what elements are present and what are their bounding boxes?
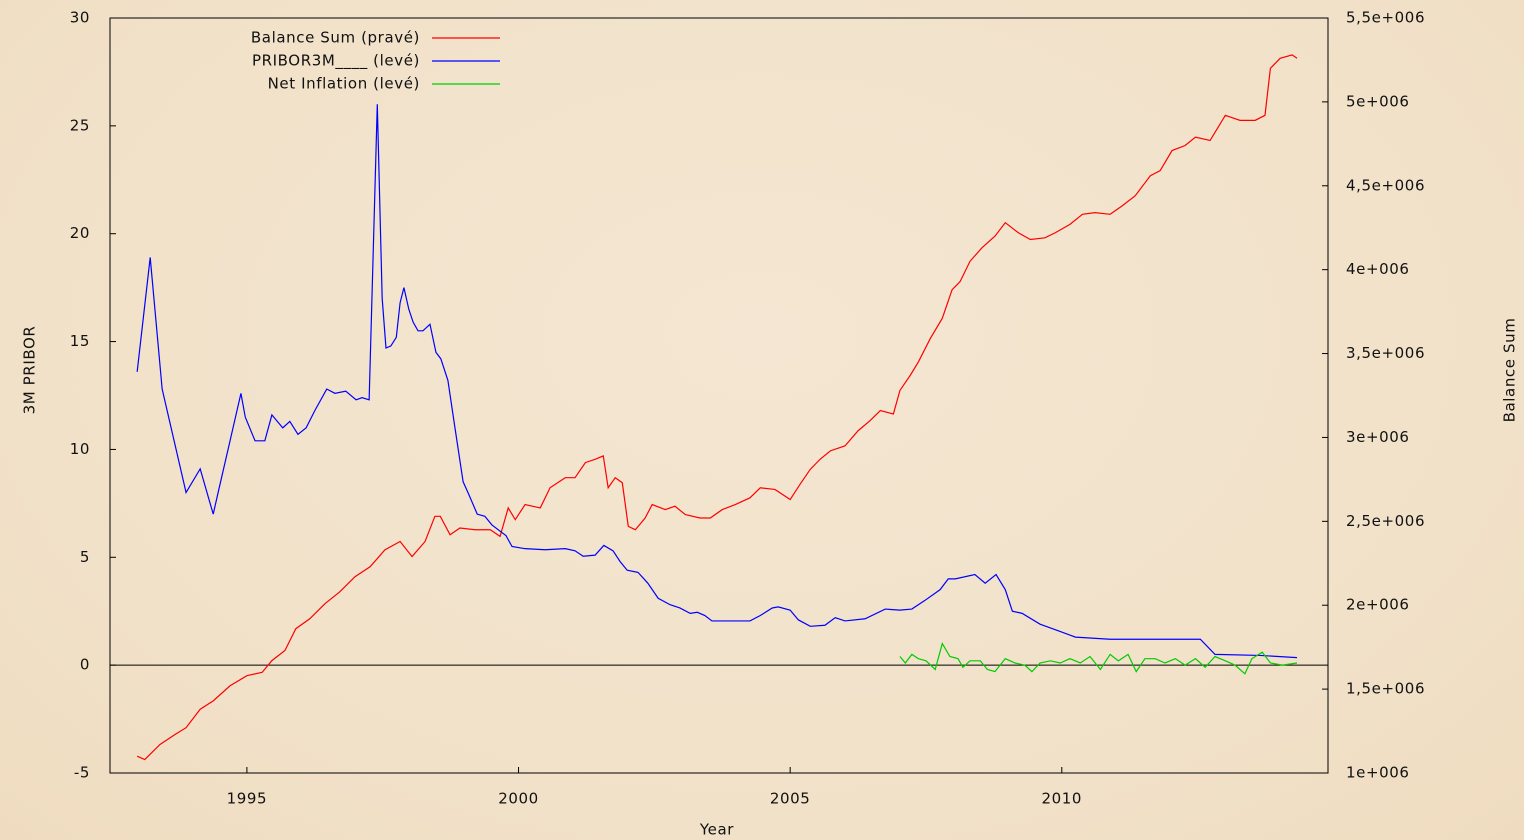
- x-tick-label: 1995: [227, 790, 268, 808]
- y2-tick-label: 5e+006: [1346, 92, 1410, 110]
- series-line: [136, 104, 1298, 659]
- legend-label: Net Inflation (levé): [268, 75, 420, 93]
- y-tick-label: 0: [80, 656, 90, 674]
- y-tick-label: 5: [80, 548, 90, 566]
- legend-label: PRIBOR3M____ (levé): [252, 52, 420, 71]
- y2-tick-label: 4,5e+006: [1346, 176, 1425, 194]
- y2-tick-label: 1e+006: [1346, 764, 1410, 782]
- y2-tick-label: 4e+006: [1346, 260, 1410, 278]
- y-tick-label: 25: [70, 116, 90, 134]
- y-tick-label: 30: [70, 9, 90, 27]
- y-tick-label: 15: [70, 332, 90, 350]
- x-axis-label: Year: [699, 821, 734, 839]
- y2-tick-label: 1,5e+006: [1346, 680, 1425, 698]
- y2-tick-label: 3e+006: [1346, 428, 1410, 446]
- y-tick-label: 20: [70, 224, 90, 242]
- x-tick-label: 2000: [498, 790, 539, 808]
- legend-label: Balance Sum (pravé): [251, 29, 420, 47]
- series-line: [899, 642, 1298, 675]
- series-line: [136, 54, 1298, 761]
- y-tick-label: 10: [70, 440, 90, 458]
- y2-tick-label: 3,5e+006: [1346, 344, 1425, 362]
- y2-tick-label: 2e+006: [1346, 596, 1410, 614]
- x-tick-label: 2010: [1042, 790, 1083, 808]
- x-tick-label: 2005: [770, 790, 811, 808]
- y2-axis-label: Balance Sum: [1501, 318, 1519, 423]
- y-axis-label: 3M PRIBOR: [21, 326, 39, 415]
- y2-tick-label: 2,5e+006: [1346, 512, 1425, 530]
- y2-tick-label: 5,5e+006: [1346, 9, 1425, 27]
- plot-frame: [109, 17, 1329, 774]
- y-tick-label: -5: [74, 764, 90, 782]
